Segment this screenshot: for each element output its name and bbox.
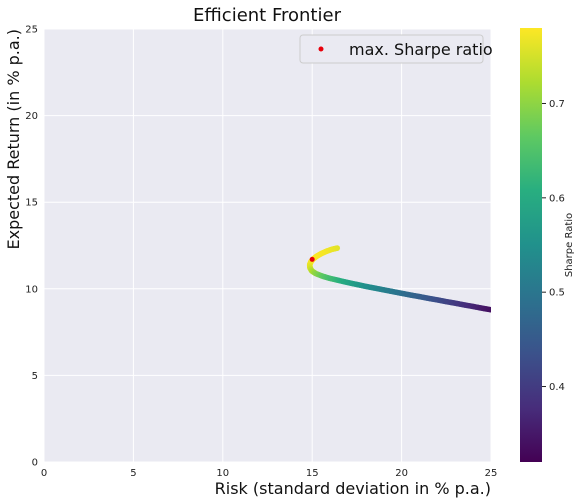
x-tick-label: 15 (306, 468, 319, 479)
legend-box (299, 34, 484, 64)
legend-marker (318, 46, 324, 52)
y-tick-label: 10 (25, 284, 38, 295)
y-tick-label: 0 (32, 458, 38, 469)
max-sharpe-marker (309, 256, 315, 262)
grid-lines (43, 28, 492, 463)
chart-title: Efficient Frontier (193, 5, 342, 26)
colorbar-gradient (520, 28, 542, 462)
colorbar-label: Sharpe Ratio (564, 213, 575, 277)
x-tick-labels: 0 5 10 15 20 25 (41, 468, 498, 479)
legend-label: max. Sharpe ratio (349, 40, 493, 59)
plot-background (44, 29, 491, 462)
y-tick-label: 5 (32, 371, 38, 382)
colorbar-tick-label: 0.7 (549, 99, 565, 110)
colorbar: 0.4 0.5 0.6 0.7 Sharpe Ratio (520, 28, 575, 462)
y-tick-labels: 0 5 10 15 20 25 (25, 25, 38, 469)
x-tick-label: 10 (216, 468, 229, 479)
legend: max. Sharpe ratio (299, 34, 493, 64)
max-sharpe-point (309, 256, 315, 262)
y-tick-label: 20 (25, 111, 38, 122)
x-tick-label: 5 (130, 468, 136, 479)
y-tick-label: 15 (25, 198, 38, 209)
colorbar-tick-label: 0.5 (549, 288, 565, 299)
colorbar-tick-label: 0.6 (549, 193, 565, 204)
x-tick-label: 25 (485, 468, 498, 479)
x-axis-label: Risk (standard deviation in % p.a.) (215, 479, 491, 498)
y-axis-label: Expected Return (in % p.a.) (4, 29, 23, 250)
colorbar-tick-label: 0.4 (549, 382, 565, 393)
x-tick-label: 0 (41, 468, 47, 479)
x-tick-label: 20 (395, 468, 408, 479)
frontier-point (488, 306, 491, 313)
y-tick-label: 25 (25, 25, 38, 36)
colorbar-ticks: 0.4 0.5 0.6 0.7 (542, 99, 565, 393)
frontier-points (306, 245, 491, 313)
